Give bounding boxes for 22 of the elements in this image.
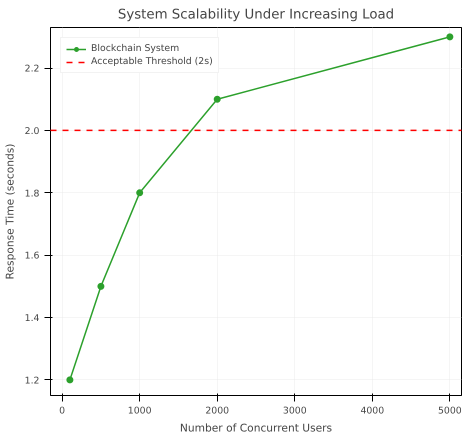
point [66, 376, 74, 384]
x-tick-label: 0 [59, 406, 66, 416]
x-tick-label: 3000 [282, 406, 307, 416]
y-tick-label: 1.2 [24, 375, 40, 386]
x-tick-label: 4000 [360, 406, 384, 416]
y-tick-label: 1.6 [24, 250, 40, 262]
x-tick-label: 5000 [438, 406, 462, 416]
y-tick-label: 2.0 [24, 126, 40, 137]
legend-label: Blockchain System [91, 43, 180, 54]
chart-title: System Scalability Under Increasing Load [118, 8, 394, 22]
x-axis-title: Number of Concurrent Users [180, 422, 333, 434]
point [97, 282, 104, 290]
y-tick-label: 1.4 [24, 313, 40, 324]
x-tick-label: 2000 [205, 406, 230, 416]
legend-label: Acceptable Threshold (2s) [91, 56, 213, 67]
point [214, 96, 221, 103]
point [446, 33, 454, 40]
point [136, 189, 144, 196]
y-tick-label: 1.8 [24, 188, 40, 200]
y-tick-label: 2.2 [24, 64, 40, 75]
x-tick-label: 1000 [128, 406, 152, 416]
y-axis-title: Response Time (seconds) [4, 144, 17, 280]
